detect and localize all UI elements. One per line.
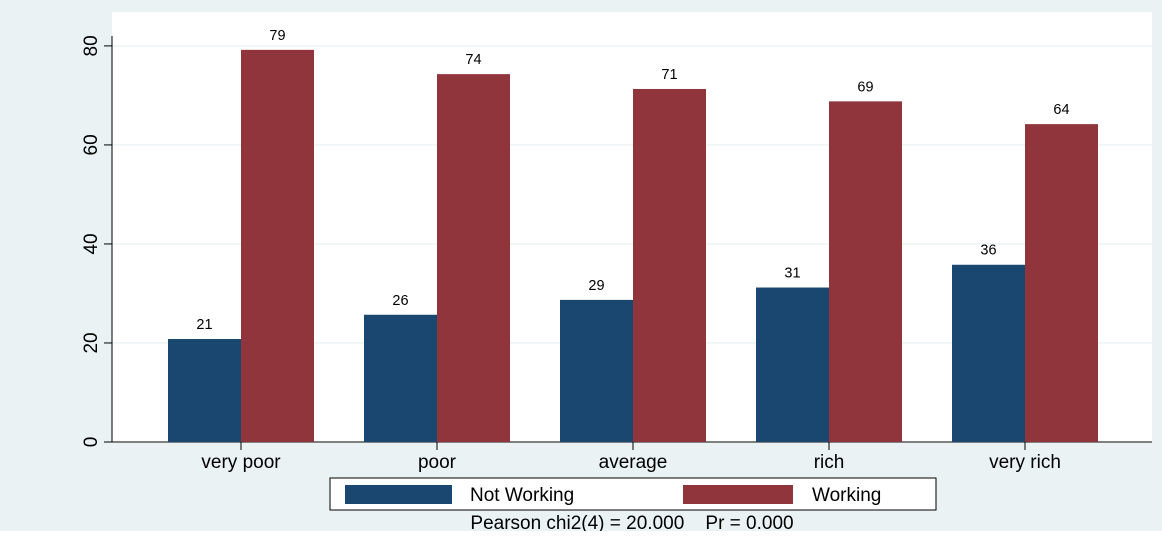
data-label: 74 <box>465 52 481 68</box>
bar-working-very-rich <box>1025 124 1098 442</box>
legend-swatch-not-working <box>345 485 452 504</box>
data-label: 79 <box>269 28 285 44</box>
data-label: 31 <box>784 266 800 282</box>
data-label: 21 <box>196 317 212 333</box>
bar-working-poor <box>437 74 510 442</box>
x-tick-label: average <box>599 452 668 473</box>
bar-working-average <box>633 88 706 442</box>
bar-not-working-rich <box>756 287 829 442</box>
bar-working-rich <box>829 101 902 443</box>
bar-not-working-poor <box>364 314 437 442</box>
bar-not-working-very-rich <box>952 264 1025 442</box>
x-tick-label: rich <box>814 452 845 473</box>
x-tick-label: very rich <box>989 452 1061 473</box>
data-label: 64 <box>1053 102 1069 118</box>
data-label: 71 <box>661 67 677 83</box>
bar-not-working-very-poor <box>168 339 241 442</box>
data-labels: 21 79 26 74 29 71 31 69 36 64 <box>196 28 1069 333</box>
y-axis-ticks: 0 20 40 60 80 <box>81 35 112 447</box>
data-label: 26 <box>392 293 408 309</box>
data-label: 69 <box>857 79 873 95</box>
bar-working-very-poor <box>241 49 314 443</box>
data-label: 36 <box>980 243 996 259</box>
x-tick-label: very poor <box>201 452 281 473</box>
bar-not-working-average <box>560 299 633 442</box>
y-tick-label: 20 <box>81 332 102 353</box>
chart-note: Pearson chi2(4) = 20.000 Pr = 0.000 <box>470 513 793 531</box>
data-label: 29 <box>588 278 604 294</box>
y-tick-label: 40 <box>81 233 102 254</box>
legend-label-not-working: Not Working <box>470 485 574 506</box>
y-tick-label: 0 <box>81 437 102 448</box>
bars <box>168 49 1098 443</box>
legend-label-working: Working <box>812 485 881 506</box>
y-tick-label: 60 <box>81 134 102 155</box>
y-tick-label: 80 <box>81 35 102 56</box>
legend: Not Working Working <box>329 477 937 511</box>
x-tick-label: poor <box>418 452 457 473</box>
legend-swatch-working <box>683 485 793 504</box>
x-axis-ticks: very poor poor average rich very rich <box>201 442 1061 473</box>
